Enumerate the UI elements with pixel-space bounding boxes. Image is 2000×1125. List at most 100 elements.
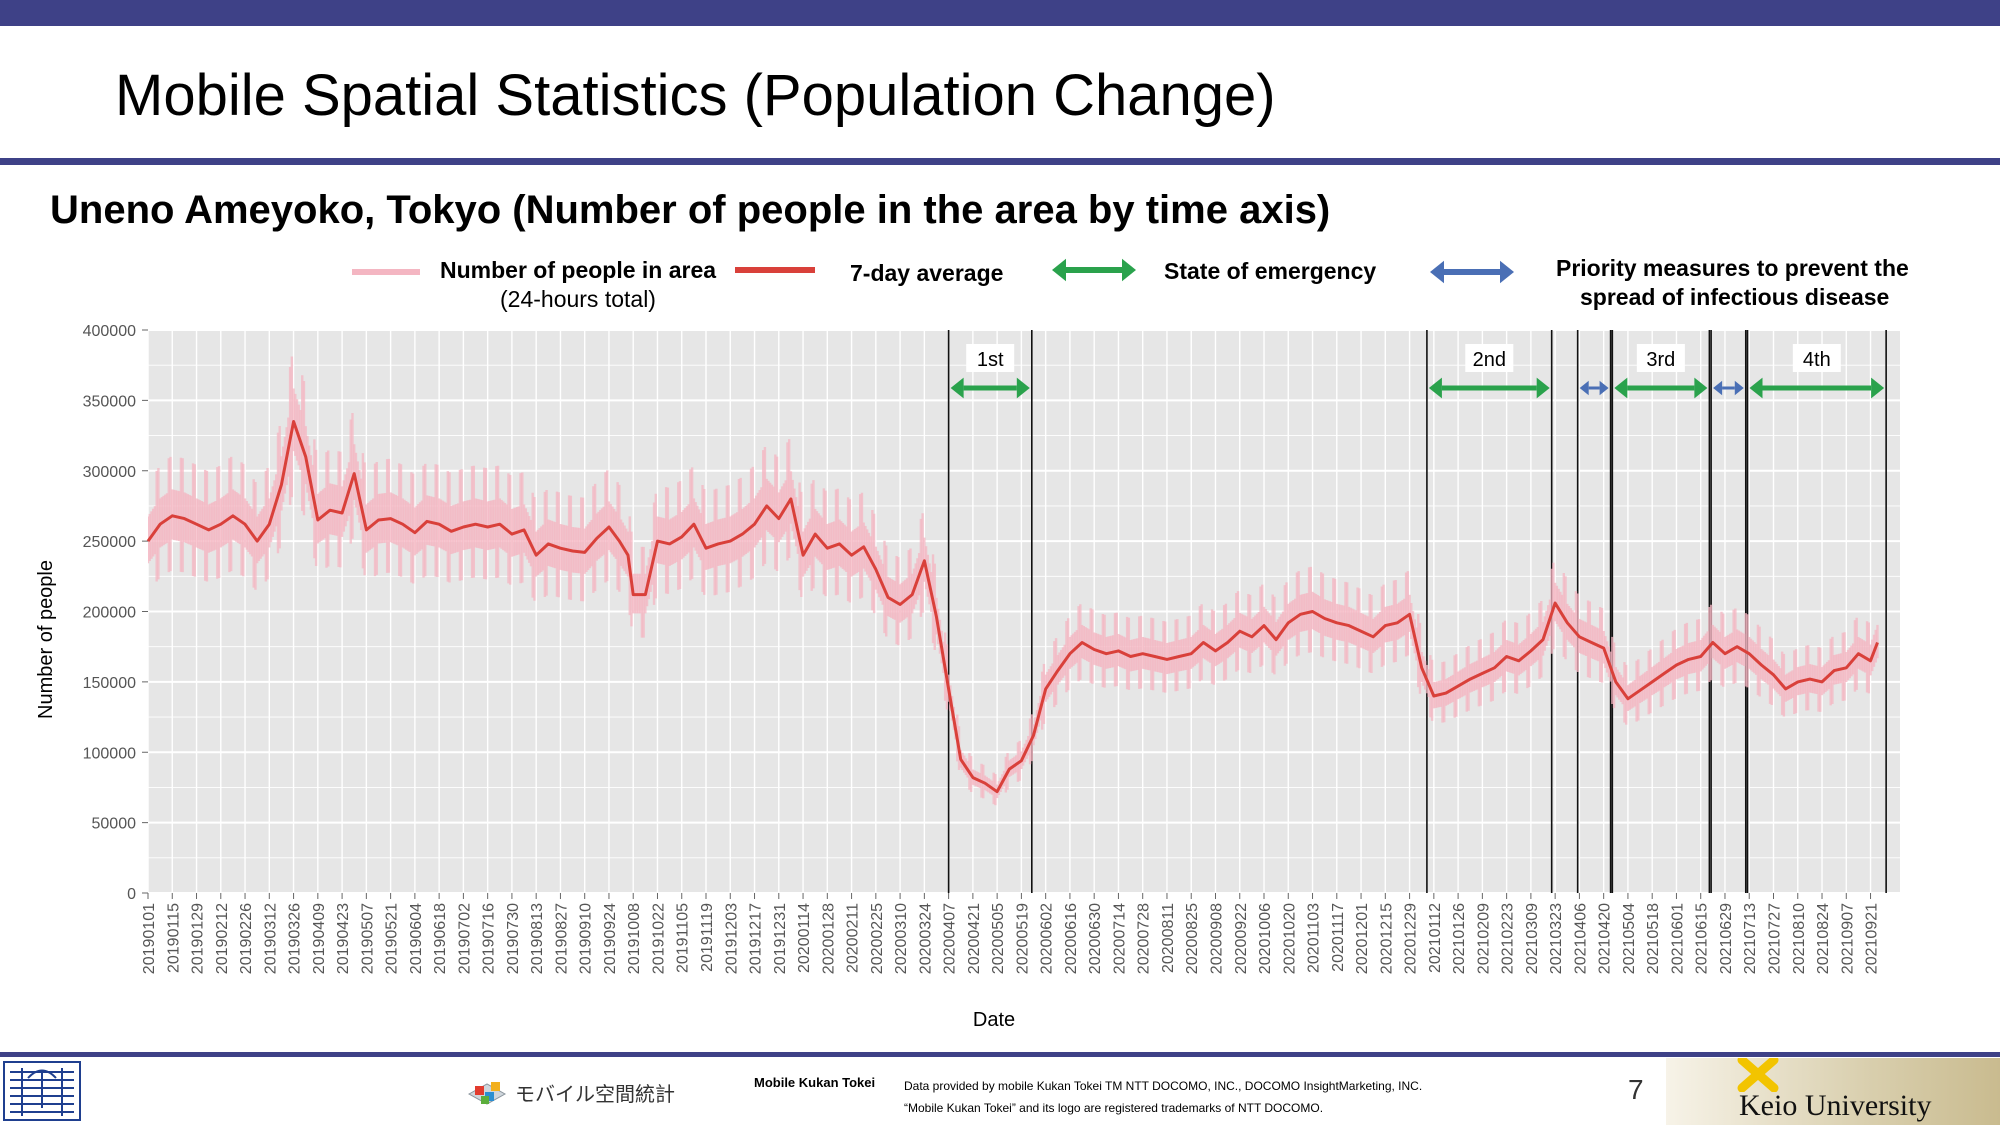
x-tick-label: 20201229: [1403, 903, 1420, 974]
legend-priority-swatch-head-right: [1500, 260, 1514, 284]
x-tick-label: 20210601: [1669, 903, 1686, 974]
legend-emergency-swatch: [1052, 258, 1136, 282]
chart-subtitle: Uneno Ameyoko, Tokyo (Number of people i…: [50, 188, 1331, 232]
x-tick-label: 20200728: [1136, 903, 1153, 974]
lab-logo-icon: [3, 1061, 81, 1121]
x-tick-label: 20190115: [165, 903, 182, 973]
legend-emergency-swatch-head-right: [1122, 258, 1136, 282]
x-tick-label: 20200908: [1208, 903, 1225, 974]
x-tick-label: 20200128: [820, 903, 837, 974]
university-banner: Keio University: [1666, 1058, 2000, 1125]
x-tick-label: 20201020: [1281, 903, 1298, 974]
period-label: 2nd: [1473, 349, 1506, 371]
x-tick-label: 20201201: [1354, 903, 1371, 974]
x-tick-label: 20200211: [845, 903, 862, 973]
credit-line-2: “Mobile Kukan Tokei” and its logo are re…: [904, 1101, 1324, 1115]
x-tick-label: 20210518: [1645, 903, 1662, 974]
x-tick-label: 20190312: [262, 903, 279, 974]
period-label-box: [1792, 344, 1841, 372]
y-tick-label: 300000: [83, 464, 136, 481]
x-tick-label: 20190521: [384, 903, 401, 974]
y-tick-label: 400000: [83, 323, 136, 340]
x-tick-label: 20210615: [1694, 903, 1711, 974]
x-tick-label: 20190326: [287, 903, 304, 974]
x-tick-label: 20200922: [1233, 903, 1250, 974]
x-tick-label: 20200505: [990, 903, 1007, 974]
period-arrow-emergency-head-right: [1694, 377, 1708, 399]
x-tick-label: 20210209: [1475, 903, 1492, 974]
x-tick-label: 20200630: [1087, 903, 1104, 974]
x-tick-label: 20190730: [505, 903, 522, 974]
legend-priority-swatch-head-left: [1430, 260, 1444, 284]
y-tick-label: 150000: [83, 675, 136, 692]
x-tick-label: 20190910: [578, 903, 595, 974]
period-arrow-emergency: [1614, 377, 1708, 399]
x-tick-label: 20200421: [966, 903, 983, 974]
x-tick-label: 20200616: [1063, 903, 1080, 974]
x-tick-label: 20190702: [456, 903, 473, 974]
x-tick-label: 20210112: [1427, 903, 1444, 973]
x-tick-label: 20190226: [238, 903, 255, 974]
period-arrow-emergency-head-left: [950, 377, 964, 399]
x-tick-label: 20190129: [190, 903, 207, 974]
x-tick-label: 20210420: [1597, 903, 1614, 974]
y-tick-label: 200000: [83, 605, 136, 622]
y-axis-label: Number of people: [35, 560, 57, 719]
x-tick-label: 20200714: [1111, 903, 1128, 974]
legend-emergency-label: State of emergency: [1164, 258, 1377, 284]
legend-priority-swatch: [1430, 260, 1514, 284]
x-tick-label: 20200825: [1184, 903, 1201, 974]
x-tick-label: 20191231: [772, 903, 789, 974]
period-arrow-emergency-head-left: [1614, 377, 1628, 399]
period-arrow-emergency: [1749, 377, 1885, 399]
y-tick-label: 350000: [83, 393, 136, 410]
x-tick-label: 20200519: [1014, 903, 1031, 974]
period-arrow-emergency-head-right: [1016, 377, 1030, 399]
x-tick-label: 20210810: [1791, 903, 1808, 974]
x-tick-label: 20201117: [1330, 903, 1347, 972]
x-tick-label: 20210921: [1864, 903, 1881, 974]
x-tick-label: 20210713: [1742, 903, 1759, 974]
x-tick-label: 20191105: [675, 903, 692, 973]
x-tick-label: 20200310: [893, 903, 910, 974]
mobile-kukan-tokei-logo-icon: モバイル空間統計: [467, 1082, 675, 1106]
x-tick-label: 20191008: [626, 903, 643, 974]
period-label-box: [966, 344, 1015, 372]
x-tick-label: 20210309: [1524, 903, 1541, 974]
period-label: 3rd: [1646, 349, 1675, 371]
period-arrow-emergency: [1428, 377, 1550, 399]
x-tick-label: 20201103: [1306, 903, 1323, 973]
title-rule: [0, 158, 2000, 165]
x-tick-label: 20210504: [1621, 903, 1638, 974]
y-tick-label: 250000: [83, 534, 136, 551]
legend-emergency-swatch-head-left: [1052, 258, 1066, 282]
x-tick-label: 20191203: [723, 903, 740, 974]
mk-logo-text: モバイル空間統計: [515, 1082, 675, 1106]
period-arrow-emergency-head-right: [1536, 377, 1550, 399]
x-tick-label: 20200407: [942, 903, 959, 974]
x-tick-label: 20190423: [335, 903, 352, 974]
x-tick-label: 20210824: [1815, 903, 1832, 974]
data-credit: Data provided by mobile Kukan Tokei TM N…: [904, 1075, 1422, 1119]
x-tick-label: 20210223: [1500, 903, 1517, 974]
page-title: Mobile Spatial Statistics (Population Ch…: [115, 63, 1276, 128]
period-label: 1st: [977, 349, 1004, 371]
mk-name: Mobile Kukan Tokei: [754, 1075, 876, 1090]
x-axis-label: Date: [973, 1009, 1015, 1031]
university-name: Keio University: [1739, 1089, 1932, 1122]
legend-daily-label: Number of people in area: [440, 257, 717, 283]
period-arrow-priority-head-left: [1579, 380, 1589, 396]
x-tick-label: 20190813: [529, 903, 546, 974]
x-tick-label: 20200811: [1160, 903, 1177, 973]
period-arrow-emergency-head-left: [1428, 377, 1442, 399]
legend-avg-label: 7-day average: [850, 260, 1004, 286]
period-arrow-emergency: [950, 377, 1030, 399]
period-arrow-priority: [1579, 380, 1609, 396]
x-tick-label: 20190716: [481, 903, 498, 974]
x-tick-label: 20191119: [699, 903, 716, 972]
x-tick-label: 20210126: [1451, 903, 1468, 974]
x-tick-label: 20190409: [311, 903, 328, 974]
x-tick-label: 20190924: [602, 903, 619, 974]
x-tick-label: 20191022: [650, 903, 667, 974]
